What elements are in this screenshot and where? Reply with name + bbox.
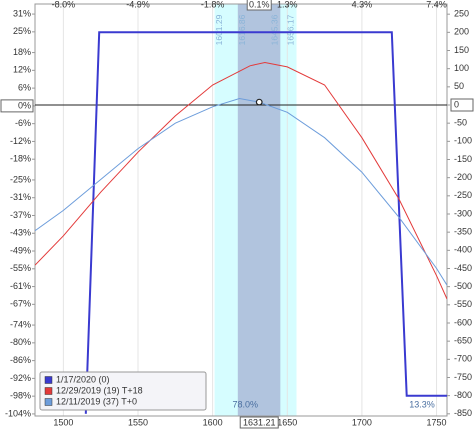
x2-tick-label: -1.8%	[201, 0, 225, 9]
y-tick-label: 200	[454, 27, 469, 37]
y-tick-label: -800	[454, 390, 472, 400]
y2-tick-label: -67%	[10, 299, 31, 309]
y2-tick-label: -12%	[10, 136, 31, 146]
y-tick-label: -650	[454, 336, 472, 346]
band-edge-label: 1601.29	[214, 14, 224, 45]
y-tick-label: -600	[454, 317, 472, 327]
y2-tick-label: -74%	[10, 319, 31, 329]
legend-swatch	[44, 398, 53, 406]
y-tick-label: -400	[454, 245, 472, 255]
x2-tick-label: -4.9%	[126, 0, 150, 9]
current-price-box	[239, 416, 279, 429]
y2-tick-label: -104%	[5, 408, 31, 418]
legend-box	[39, 371, 207, 411]
band-edge-label: 1616.86	[237, 14, 247, 45]
y2-tick-label: 12%	[13, 65, 31, 75]
band-edge-label: 1656.17	[286, 14, 296, 45]
probability-label: 78.0%	[232, 399, 258, 409]
y2-tick-label: -55%	[10, 263, 31, 273]
x2-tick-label: 1.3%	[277, 0, 298, 9]
y-tick-label: -550	[454, 299, 472, 309]
legend-label: 12/11/2019 (37) T+0	[56, 396, 137, 406]
y2-tick-label: -25%	[10, 174, 31, 184]
y2-tick-label: -86%	[10, 355, 31, 365]
x-tick-label: 1500	[53, 417, 73, 427]
y2-tick-label: -18%	[10, 154, 31, 164]
y-tick-label: -350	[454, 227, 472, 237]
y-tick-label: 50	[454, 81, 464, 91]
y-tick-label: 250	[454, 9, 469, 19]
legend-label: 12/29/2019 (19) T+18	[56, 385, 143, 395]
y-tick-label: -750	[454, 372, 472, 382]
legend-swatch	[44, 376, 53, 384]
x2-tick-label: 4.3%	[352, 0, 373, 9]
x-tick-label: 1600	[203, 417, 223, 427]
current-price-label: 1631.21	[243, 417, 276, 427]
y-tick-label: -450	[454, 263, 472, 273]
tick-highlight	[0, 99, 34, 113]
y-tick-label: -150	[454, 154, 472, 164]
x2-tick-label: 7.4%	[426, 0, 447, 9]
y2-tick-label: -49%	[10, 245, 31, 255]
y2-tick-label: 6%	[18, 82, 31, 92]
y2-tick-label: 31%	[13, 8, 31, 18]
payoff-line	[84, 31, 447, 414]
x-tick-label: 1650	[277, 417, 297, 427]
y-tick-label: -850	[454, 408, 472, 418]
tick-highlight	[450, 98, 474, 112]
y-tick-label: 0	[454, 99, 459, 109]
tick-highlight	[246, 0, 272, 11]
x-tick-label: 1750	[427, 417, 447, 427]
y2-tick-label: 0%	[18, 100, 31, 110]
y-tick-label: -50	[454, 118, 467, 128]
payoff-line	[35, 61, 447, 300]
x-tick-label: 1550	[128, 417, 148, 427]
payoff-line	[35, 97, 447, 286]
right-label: 13.3%	[409, 399, 435, 409]
y-tick-label: 100	[454, 63, 469, 73]
x-tick-label: 1700	[352, 417, 372, 427]
y-tick-label: -500	[454, 281, 472, 291]
x2-tick-label: 0.1%	[249, 0, 270, 9]
y2-tick-label: -31%	[10, 192, 31, 202]
y2-tick-label: 18%	[13, 47, 31, 57]
band-edge-label: 1645.36	[270, 14, 280, 45]
y-tick-label: -200	[454, 172, 472, 182]
y-tick-label: -100	[454, 136, 472, 146]
y2-tick-label: 25%	[13, 26, 31, 36]
y2-tick-label: -92%	[10, 373, 31, 383]
y2-tick-label: -37%	[10, 210, 31, 220]
y2-tick-label: -80%	[10, 337, 31, 347]
y-tick-label: 150	[454, 45, 469, 55]
price-marker	[255, 98, 263, 106]
legend-label: 1/17/2020 (0)	[56, 374, 110, 384]
x2-tick-label: -8.0%	[52, 0, 76, 9]
y-tick-label: -300	[454, 208, 472, 218]
plot-frame	[34, 3, 448, 417]
y2-tick-label: -98%	[10, 391, 31, 401]
y-tick-label: -250	[454, 190, 472, 200]
y2-tick-label: -43%	[10, 228, 31, 238]
y-tick-label: -700	[454, 354, 472, 364]
legend-swatch	[44, 387, 53, 395]
probability-band	[237, 4, 281, 416]
y2-tick-label: -61%	[10, 281, 31, 291]
y2-tick-label: -6%	[15, 118, 31, 128]
